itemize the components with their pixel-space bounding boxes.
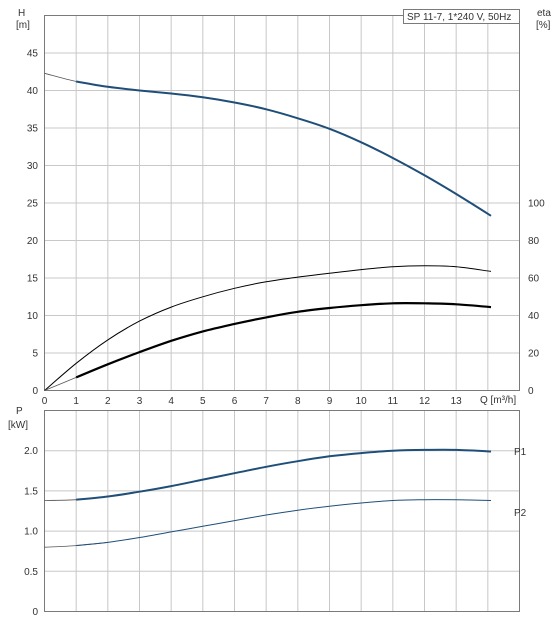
q-tick-label: 0 — [42, 396, 48, 407]
p-tick-label: 1.5 — [24, 486, 38, 497]
q-tick-label: 9 — [327, 396, 333, 407]
q-tick-label: 8 — [295, 396, 301, 407]
upper-plot-frame — [44, 15, 520, 391]
q-axis-label: Q [m³/h] — [480, 395, 516, 406]
q-tick-label: 13 — [451, 396, 463, 407]
eta-total-curve — [75, 302, 492, 379]
h-curve — [76, 80, 492, 217]
h-axis-label: H — [18, 8, 25, 19]
p-tick-label: 0 — [32, 607, 38, 618]
h-tick-label: 20 — [27, 236, 39, 247]
lower-curves — [44, 448, 492, 548]
q-tick-label: 7 — [263, 396, 269, 407]
p-tick-label: 0.5 — [24, 567, 38, 578]
q-tick-label: 1 — [73, 396, 79, 407]
lower-grid — [44, 410, 520, 612]
h-tick-label: 10 — [27, 311, 39, 322]
h-tick-label: 45 — [27, 49, 39, 60]
pump-info-box — [403, 9, 520, 24]
p2-label: P2 — [514, 508, 527, 519]
eta-tick-label: 0 — [528, 386, 534, 397]
eta-curve — [44, 265, 492, 391]
p-tick-label: 2.0 — [24, 446, 38, 457]
h-tick-label: 5 — [32, 349, 38, 360]
p-tick-label: 1.0 — [24, 527, 38, 538]
q-tick-label: 12 — [419, 396, 431, 407]
h-tick-label: 15 — [27, 274, 39, 285]
q-tick-label: 4 — [168, 396, 174, 407]
h-tick-label: 25 — [27, 199, 39, 210]
h-tick-label: 30 — [27, 161, 39, 172]
eta-tick-label: 100 — [528, 199, 545, 210]
eta-axis-label: eta — [537, 8, 551, 19]
p1-curve — [76, 448, 492, 501]
eta-tick-label: 60 — [528, 274, 540, 285]
q-tick-label: 10 — [356, 396, 368, 407]
q-tick-label: 5 — [200, 396, 206, 407]
h-axis-unit: [m] — [16, 20, 30, 31]
q-tick-label: 11 — [388, 396, 399, 407]
q-tick-label: 2 — [105, 396, 111, 407]
eta-tick-label: 20 — [528, 349, 540, 360]
h-tick-label: 35 — [27, 124, 39, 135]
upper-grid — [44, 15, 520, 391]
eta-axis-unit: [%] — [536, 20, 551, 31]
eta-tick-label: 40 — [528, 311, 540, 322]
lower-plot-frame — [44, 410, 520, 612]
p1-label: P1 — [514, 447, 527, 458]
lower-tick-labels: 0 0.5 1.0 1.5 2.0 — [24, 446, 38, 618]
upper-curves — [44, 72, 492, 391]
q-tick-label: 6 — [232, 396, 238, 407]
h-tick-label: 40 — [27, 86, 39, 97]
p-axis-label: P — [16, 406, 23, 417]
q-tick-label: 3 — [137, 396, 143, 407]
eta-tick-label: 80 — [528, 236, 540, 247]
p-axis-unit: [kW] — [8, 420, 28, 431]
pump-info-text: SP 11-7, 1*240 V, 50Hz — [407, 12, 511, 23]
h-tick-label: 0 — [32, 386, 38, 397]
p2-curve — [76, 499, 492, 547]
